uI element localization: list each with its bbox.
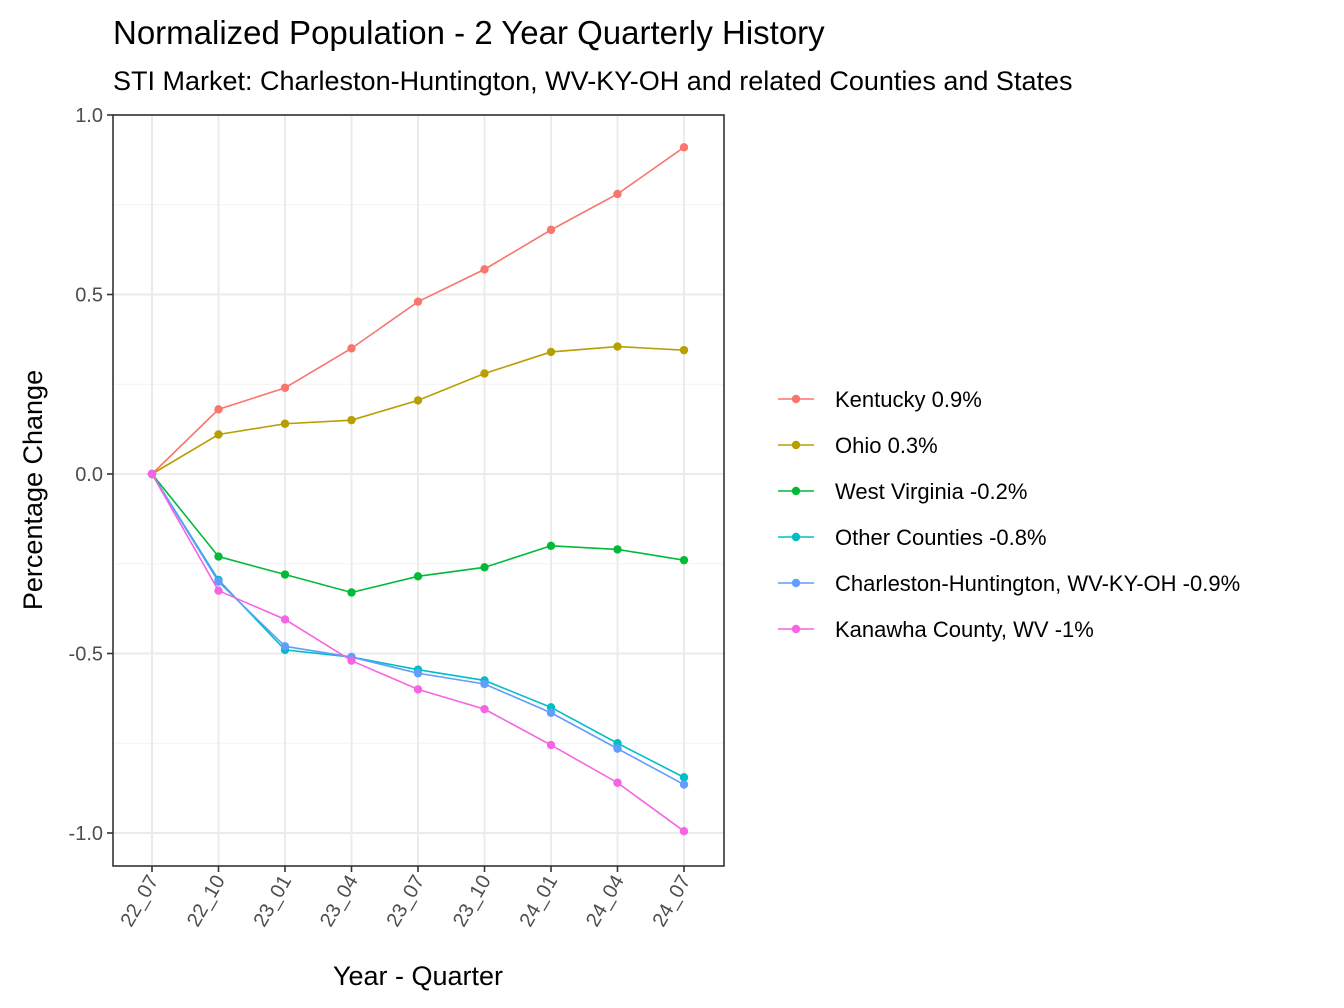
series-point bbox=[679, 780, 689, 789]
x-tick-label: 24_04 bbox=[582, 872, 629, 931]
x-tick-label: 23_07 bbox=[382, 872, 429, 931]
series-point bbox=[480, 679, 489, 689]
series-point bbox=[214, 552, 223, 561]
chart-subtitle: STI Market: Charleston-Huntington, WV-KY… bbox=[113, 66, 1072, 96]
legend-key-point bbox=[791, 394, 801, 404]
x-tick-label: 23_01 bbox=[249, 872, 296, 931]
series-point bbox=[679, 827, 689, 836]
y-tick-label: 0.5 bbox=[75, 285, 103, 307]
series-point bbox=[613, 189, 622, 199]
series-point bbox=[546, 541, 556, 550]
legend-label: West Virginia -0.2% bbox=[835, 479, 1027, 504]
x-tick-label: 22_10 bbox=[183, 872, 230, 931]
x-axis-title: Year - Quarter bbox=[333, 961, 503, 991]
series-point bbox=[280, 570, 290, 579]
series-point bbox=[347, 656, 356, 665]
series-point bbox=[679, 555, 689, 565]
series-point bbox=[679, 773, 689, 782]
series-point bbox=[679, 143, 689, 152]
legend-label: Charleston-Huntington, WV-KY-OH -0.9% bbox=[835, 571, 1240, 596]
series-point bbox=[546, 740, 556, 750]
series-point bbox=[613, 744, 622, 753]
y-tick-label: 0.0 bbox=[75, 464, 103, 486]
chart-title: Normalized Population - 2 Year Quarterly… bbox=[113, 14, 825, 51]
y-tick-label: -1.0 bbox=[69, 823, 103, 845]
series-point bbox=[413, 669, 423, 678]
series-point bbox=[679, 345, 689, 355]
series-point bbox=[147, 469, 157, 479]
legend-key-point bbox=[791, 486, 801, 496]
legend-label: Kentucky 0.9% bbox=[835, 387, 982, 412]
plot-area: -1.0 -0.5 0.0 0.5 1.0 22_07 22_10 23_01 23_04 23_… bbox=[69, 105, 725, 931]
series-point bbox=[347, 344, 356, 353]
series-point bbox=[280, 615, 290, 624]
legend-key-point bbox=[791, 578, 801, 588]
series-point bbox=[613, 545, 622, 554]
series-point bbox=[214, 430, 223, 439]
series-point bbox=[613, 342, 622, 351]
x-tick-label: 23_04 bbox=[316, 872, 363, 931]
series-point bbox=[280, 383, 290, 393]
series-point bbox=[546, 225, 556, 235]
series-point bbox=[480, 563, 489, 572]
series-point bbox=[546, 347, 556, 357]
series-point bbox=[347, 415, 356, 425]
series-point bbox=[347, 588, 356, 597]
series-point bbox=[480, 265, 489, 274]
series-point bbox=[413, 297, 423, 306]
series-point bbox=[280, 419, 290, 428]
series-point bbox=[480, 704, 489, 714]
series-point bbox=[214, 405, 223, 414]
x-tick-label: 24_07 bbox=[648, 872, 695, 931]
x-tick-label: 22_07 bbox=[116, 872, 163, 931]
x-tick-label: 24_01 bbox=[515, 872, 562, 931]
legend-label: Ohio 0.3% bbox=[835, 433, 938, 458]
series-point bbox=[214, 577, 223, 586]
legend-label: Other Counties -0.8% bbox=[835, 525, 1047, 550]
legend-key-point bbox=[791, 624, 801, 634]
y-tick-label: -0.5 bbox=[69, 644, 103, 666]
series-point bbox=[214, 586, 223, 595]
series-point bbox=[413, 572, 423, 581]
legend: Kentucky 0.9% Ohio 0.3% West Virginia -0.2… bbox=[778, 387, 1240, 642]
y-axis-title: Percentage Change bbox=[18, 370, 48, 610]
series-point bbox=[546, 708, 556, 717]
series-point bbox=[480, 369, 489, 378]
legend-label: Kanawha County, WV -1% bbox=[835, 617, 1094, 642]
series-point bbox=[413, 396, 423, 405]
x-tick-label: 23_10 bbox=[449, 872, 496, 931]
series-point bbox=[280, 642, 290, 651]
legend-key-point bbox=[791, 440, 801, 450]
legend-key-point bbox=[791, 532, 801, 542]
series-point bbox=[413, 685, 423, 694]
y-tick-label: 1.0 bbox=[75, 105, 103, 127]
series-point bbox=[613, 778, 622, 787]
